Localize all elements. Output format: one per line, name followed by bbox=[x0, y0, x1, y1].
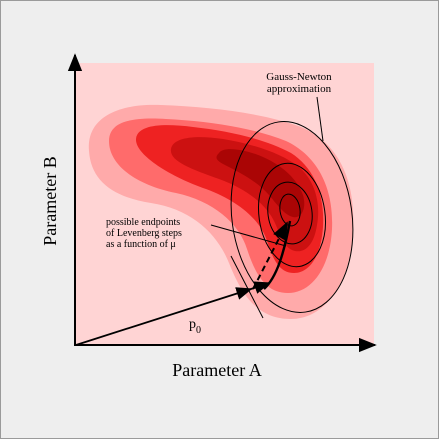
p0-label-sub: 0 bbox=[196, 325, 201, 336]
p0-label-base: p bbox=[189, 317, 196, 332]
x-axis-label: Parameter A bbox=[172, 360, 261, 380]
endpoints-label-line3: as a function of μ bbox=[106, 239, 176, 250]
endpoints-label-line1: possible endpoints bbox=[106, 217, 180, 228]
gn-label-line2: approximation bbox=[267, 83, 332, 95]
y-axis-label: Parameter B bbox=[40, 156, 60, 245]
endpoints-label-line2: of Levenberg steps bbox=[106, 228, 182, 239]
gn-label-line1: Gauss-Newton bbox=[266, 71, 332, 83]
